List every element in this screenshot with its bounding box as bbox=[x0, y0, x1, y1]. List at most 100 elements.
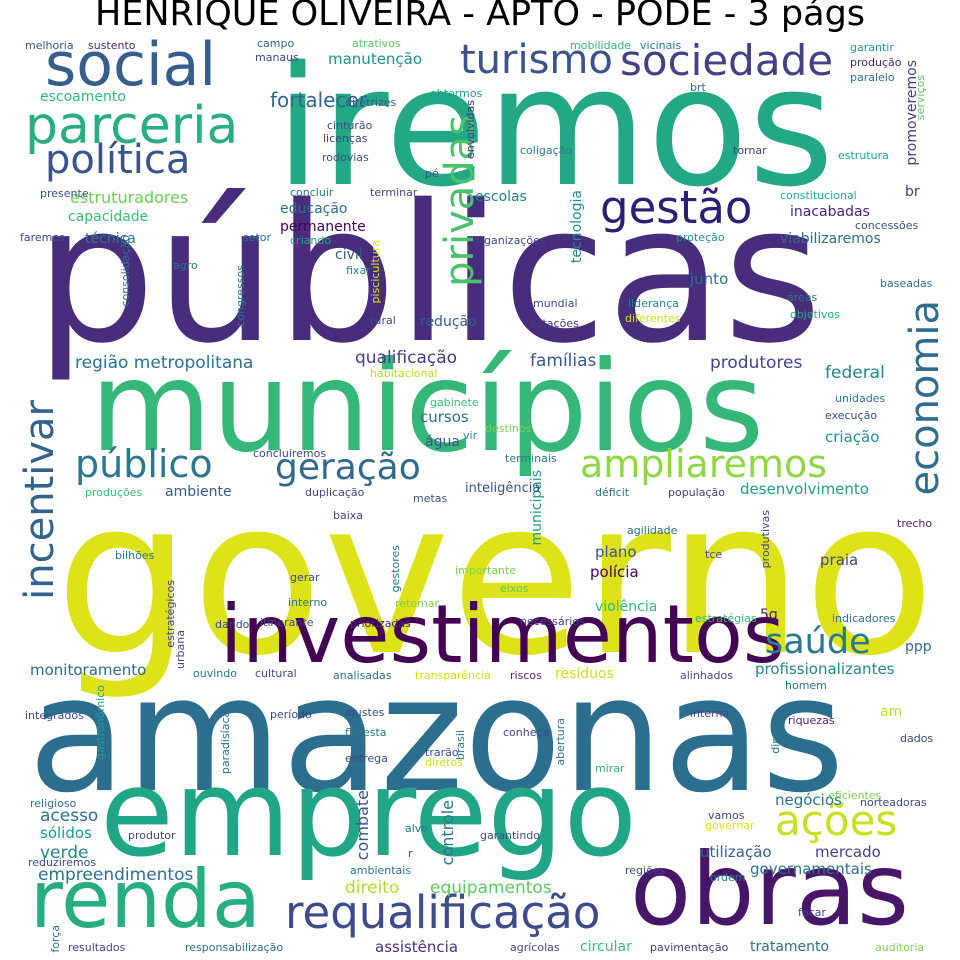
word-pé: pé bbox=[425, 167, 439, 180]
word-geração: geração bbox=[275, 447, 421, 488]
word-período: período bbox=[270, 708, 312, 721]
word-governar: governar bbox=[705, 819, 755, 832]
word-mercado: mercado bbox=[815, 843, 881, 861]
word-diretriz: diretriz bbox=[769, 715, 782, 754]
word-produtor: produtor bbox=[128, 829, 176, 842]
word-proteção: proteção bbox=[676, 231, 725, 244]
word-inacabadas: inacabadas bbox=[790, 204, 870, 220]
word-organizações: organizações bbox=[473, 234, 546, 247]
word-força: força bbox=[49, 925, 62, 953]
word-interna: interna bbox=[690, 707, 730, 720]
word-brt: brt bbox=[690, 81, 706, 94]
word-escoamento: escoamento bbox=[40, 89, 126, 105]
word-governo: governo bbox=[55, 452, 935, 703]
word-gestão: gestão bbox=[600, 181, 753, 234]
word-plano: plano bbox=[595, 543, 637, 561]
word-regiões: regiões bbox=[625, 864, 666, 877]
word-inteligência: inteligência bbox=[465, 481, 541, 496]
word-diretrizes: diretrizes bbox=[345, 96, 397, 109]
word-necessários: necessários bbox=[520, 615, 585, 628]
word-transparência: transparência bbox=[415, 669, 491, 682]
word-importante: importante bbox=[455, 564, 517, 577]
word-terminais: terminais bbox=[505, 452, 557, 465]
word-licenças: licenças bbox=[323, 132, 368, 145]
word-agrícolas: agrícolas bbox=[510, 941, 560, 954]
word-mobilidade: mobilidade bbox=[570, 39, 632, 52]
word-habitacional: habitacional bbox=[370, 367, 438, 380]
word-vicinais: vicinais bbox=[640, 39, 682, 52]
word-água: água bbox=[425, 434, 460, 450]
word-integrados: integrados bbox=[25, 709, 84, 722]
word-garantindo: garantindo bbox=[480, 829, 541, 842]
word-unidades: unidades bbox=[835, 392, 886, 405]
word-cursos: cursos bbox=[420, 408, 469, 426]
word-emprego: emprego bbox=[100, 745, 638, 884]
word-federal: federal bbox=[825, 363, 885, 383]
word-norteadoras: norteadoras bbox=[860, 796, 927, 809]
word-diferentes: diferentes bbox=[625, 312, 681, 325]
word-educação: educação bbox=[280, 201, 348, 217]
word-famílias: famílias bbox=[530, 351, 597, 371]
word-ajustes: ajustes bbox=[345, 706, 385, 719]
word-equipamentos: equipamentos bbox=[430, 878, 552, 898]
word-tecnologia: tecnologia bbox=[569, 190, 585, 264]
word-requalificação: requalificação bbox=[285, 886, 601, 939]
word-iremos: iremos bbox=[275, 31, 835, 223]
word-viabilizaremos: viabilizaremos bbox=[780, 231, 881, 247]
word-dados: dados bbox=[900, 732, 934, 745]
word-técnica: técnica bbox=[85, 231, 136, 247]
word-pavimentação: pavimentação bbox=[650, 941, 729, 954]
word-religioso: religioso bbox=[30, 797, 77, 810]
word-combate: combate bbox=[353, 790, 372, 861]
word-riquezas: riquezas bbox=[788, 714, 835, 727]
word-produções: produções bbox=[85, 486, 143, 499]
word-assistência: assistência bbox=[375, 938, 459, 956]
word-manaus: manaus bbox=[255, 51, 299, 64]
word-entrega: entrega bbox=[345, 752, 388, 765]
word-trecho: trecho bbox=[897, 517, 933, 530]
word-qualificação: qualificação bbox=[355, 348, 458, 368]
word-paralelo: paralelo bbox=[850, 71, 895, 84]
word-política: política bbox=[45, 137, 191, 183]
word-capacidade: capacidade bbox=[68, 209, 149, 225]
word-consolidação: consolidação bbox=[119, 235, 132, 307]
word-coligação: coligação bbox=[520, 144, 573, 157]
word-presente: presente bbox=[40, 187, 89, 200]
word-desenvolvimento: desenvolvimento bbox=[740, 480, 869, 498]
word-constitucional: constitucional bbox=[780, 189, 857, 202]
word-resíduos: resíduos bbox=[555, 666, 614, 682]
word-metas: metas bbox=[413, 492, 448, 505]
word-ppp: ppp bbox=[905, 639, 932, 655]
word-direito: direito bbox=[345, 878, 400, 898]
word-dando: dando bbox=[215, 618, 250, 631]
word-turismo: turismo bbox=[460, 37, 613, 83]
word-melhoria: melhoria bbox=[25, 39, 74, 52]
word-fortalecer: fortalecer bbox=[270, 88, 367, 112]
word-investimentos: investimentos bbox=[220, 588, 785, 681]
word-execução: execução bbox=[825, 409, 878, 422]
word-cultural: cultural bbox=[255, 667, 297, 680]
word-redução: redução bbox=[420, 314, 477, 330]
word-faremos: faremos bbox=[20, 231, 65, 244]
word-campo: campo bbox=[257, 37, 295, 50]
word-parceria: parceria bbox=[25, 96, 239, 156]
word-vamos: vamos bbox=[708, 809, 745, 822]
page-title: HENRIQUE OLIVEIRA - APTO - PODE - 3 págs bbox=[94, 0, 866, 34]
word-paradisíacas: paradisíacas bbox=[219, 705, 232, 775]
word-públicas: públicas bbox=[35, 164, 823, 385]
word-homem: homem bbox=[785, 679, 827, 692]
word-serviços: serviços bbox=[914, 75, 927, 121]
word-tornar: tornar bbox=[733, 144, 767, 157]
word-envolvidas: envolvidas bbox=[464, 100, 477, 160]
word-eficientes: eficientes bbox=[828, 789, 882, 802]
word-circular: circular bbox=[580, 939, 632, 955]
word-liderança: liderança bbox=[628, 297, 679, 310]
word-criação: criação bbox=[825, 428, 880, 446]
word-mundial: mundial bbox=[533, 297, 578, 310]
word-congressos: congressos bbox=[234, 265, 247, 327]
word-verde: verde bbox=[40, 843, 89, 863]
word-estrutura: estrutura bbox=[838, 149, 889, 162]
word-renda: renda bbox=[30, 853, 261, 946]
word-atrativos: atrativos bbox=[352, 37, 401, 50]
word-setor: setor bbox=[243, 231, 272, 244]
